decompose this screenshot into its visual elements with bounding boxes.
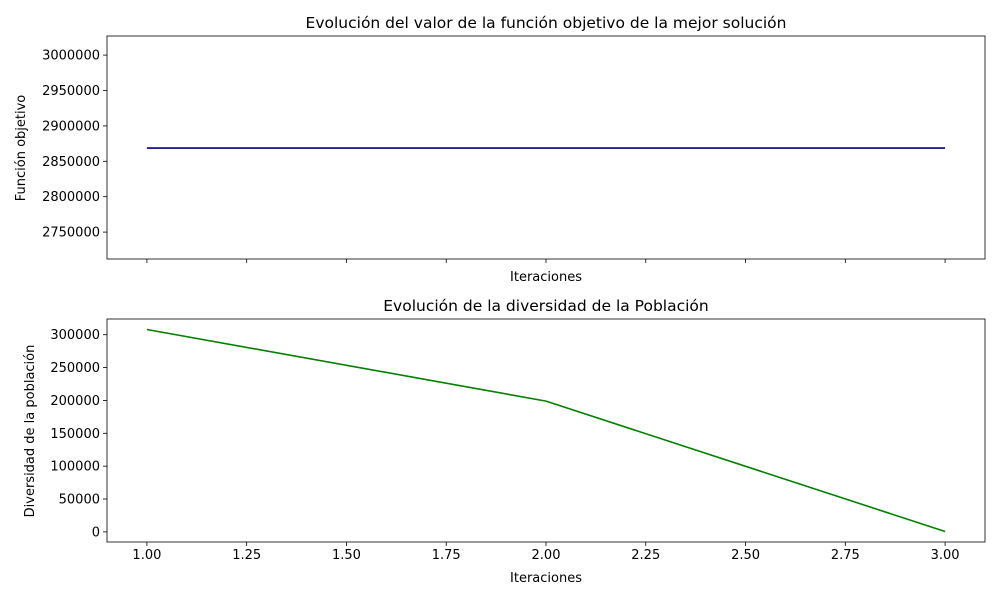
diversity-chart-xtick-label: 2.00	[532, 548, 561, 563]
diversity-chart-ytick-label: 50000	[59, 493, 100, 508]
diversity-chart-ytick-label: 300000	[50, 328, 100, 343]
diversity-chart-xtick-label: 3.00	[931, 548, 960, 563]
objective-chart-frame	[106, 35, 986, 260]
objective-chart: Evolución del valor de la función objeti…	[14, 14, 986, 285]
diversity-chart-xtick-label: 1.75	[432, 548, 461, 563]
diversity-chart-title: Evolución de la diversidad de la Poblaci…	[383, 297, 708, 315]
objective-chart-ytick-label: 2900000	[42, 119, 100, 134]
objective-chart-ytick-label: 2850000	[42, 155, 100, 170]
diversity-chart-xtick-label: 2.25	[631, 548, 660, 563]
diversity-chart: Evolución de la diversidad de la Poblaci…	[23, 297, 986, 586]
objective-chart-ytick-label: 2950000	[42, 84, 100, 99]
diversity-chart-marks	[146, 328, 946, 533]
diversity-chart-ticks: 1.00 1.25 1.50 1.75 2.00 2.25 2.50 2.75 3.00 0 500…	[50, 328, 959, 563]
objective-chart-title: Evolución del valor de la función objeti…	[306, 14, 787, 32]
diversity-chart-xlabel: Iteraciones	[510, 571, 582, 586]
diversity-chart-series-line	[146, 328, 946, 533]
objective-chart-ytick-label: 3000000	[42, 49, 100, 64]
objective-chart-ytick-label: 2750000	[42, 226, 100, 241]
diversity-chart-ytick-label: 200000	[50, 394, 100, 409]
objective-chart-ytick-label: 2800000	[42, 190, 100, 205]
diversity-chart-ylabel: Diversidad de la población	[23, 345, 38, 518]
diversity-chart-xtick-label: 2.50	[731, 548, 760, 563]
diversity-chart-ytick-label: 100000	[50, 460, 100, 475]
diversity-chart-ytick-label: 0	[92, 525, 100, 540]
diversity-chart-xtick-label: 2.75	[831, 548, 860, 563]
diversity-chart-frame	[106, 318, 986, 543]
diversity-chart-xtick-label: 1.50	[332, 548, 361, 563]
objective-chart-ylabel: Función objetivo	[14, 95, 29, 202]
diversity-chart-ytick-label: 250000	[50, 361, 100, 376]
diversity-chart-xtick-label: 1.00	[132, 548, 161, 563]
diversity-chart-xtick-label: 1.25	[232, 548, 261, 563]
diversity-chart-ytick-label: 150000	[50, 427, 100, 442]
objective-chart-xlabel: Iteraciones	[510, 270, 582, 285]
objective-chart-ticks: 2750000 2800000 2850000 2900000 2950000 30000…	[42, 49, 946, 263]
